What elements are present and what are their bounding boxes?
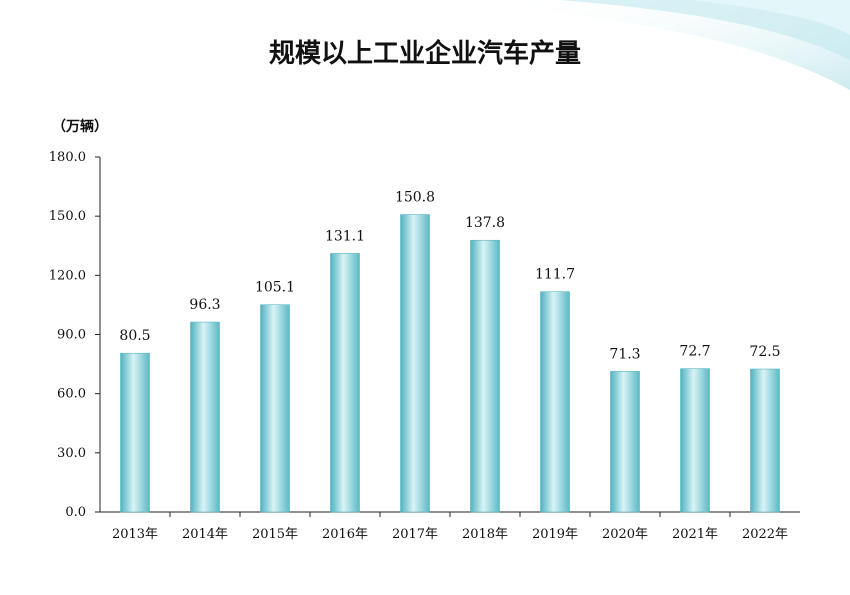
bar-value-label: 72.7 [679, 344, 710, 360]
bar [120, 352, 150, 513]
y-tick-label: 180.0 [49, 150, 86, 165]
unit-label: （万辆） [52, 118, 108, 135]
x-tick-label: 2018年 [462, 527, 508, 542]
y-tick-label: 120.0 [49, 268, 86, 283]
x-tick-label: 2013年 [112, 527, 158, 542]
x-axis: 2013年 2014年 2015年 2016年 2017年 2018年 2019年 2020年… [100, 511, 800, 542]
bars: 80.5 96.3 105.1 131.1 150.8 137.8 111.7 71.3 72.… [119, 190, 781, 513]
x-tick-label: 2022年 [742, 527, 788, 542]
y-tick-label: 150.0 [49, 209, 86, 224]
x-tick-label: 2016年 [322, 527, 368, 542]
corner-decoration [470, 0, 850, 90]
y-tick-label: 60.0 [57, 387, 86, 402]
x-tick-label: 2017年 [392, 527, 438, 542]
bar-value-label: 96.3 [189, 297, 220, 313]
bar-value-label: 150.8 [395, 190, 435, 206]
bar-value-label: 80.5 [119, 328, 150, 344]
bar-value-label: 131.1 [325, 228, 365, 244]
bar [750, 368, 780, 513]
bar [260, 304, 290, 513]
bar [610, 371, 640, 513]
bar [470, 239, 500, 513]
x-tick-label: 2019年 [532, 527, 578, 542]
bar-value-label: 71.3 [609, 346, 640, 362]
chart-title: 规模以上工业企业汽车产量 [269, 38, 581, 69]
bar-value-label: 72.5 [749, 344, 780, 360]
bar-value-label: 111.7 [535, 267, 575, 283]
bar [400, 214, 430, 513]
x-tick-label: 2020年 [602, 527, 648, 542]
x-tick-label: 2021年 [672, 527, 718, 542]
y-axis: 0.0 30.0 60.0 90.0 120.0 150.0 180.0 [49, 150, 101, 520]
y-tick-label: 30.0 [57, 446, 86, 461]
bar [680, 368, 710, 513]
y-tick-label: 0.0 [65, 505, 86, 520]
bar [330, 253, 360, 513]
x-tick-label: 2015年 [252, 527, 298, 542]
bar-value-label: 105.1 [255, 280, 295, 296]
bar [190, 321, 220, 513]
bar [540, 291, 570, 513]
y-tick-label: 90.0 [57, 328, 86, 343]
bar-value-label: 137.8 [465, 215, 505, 231]
x-tick-label: 2014年 [182, 527, 228, 542]
